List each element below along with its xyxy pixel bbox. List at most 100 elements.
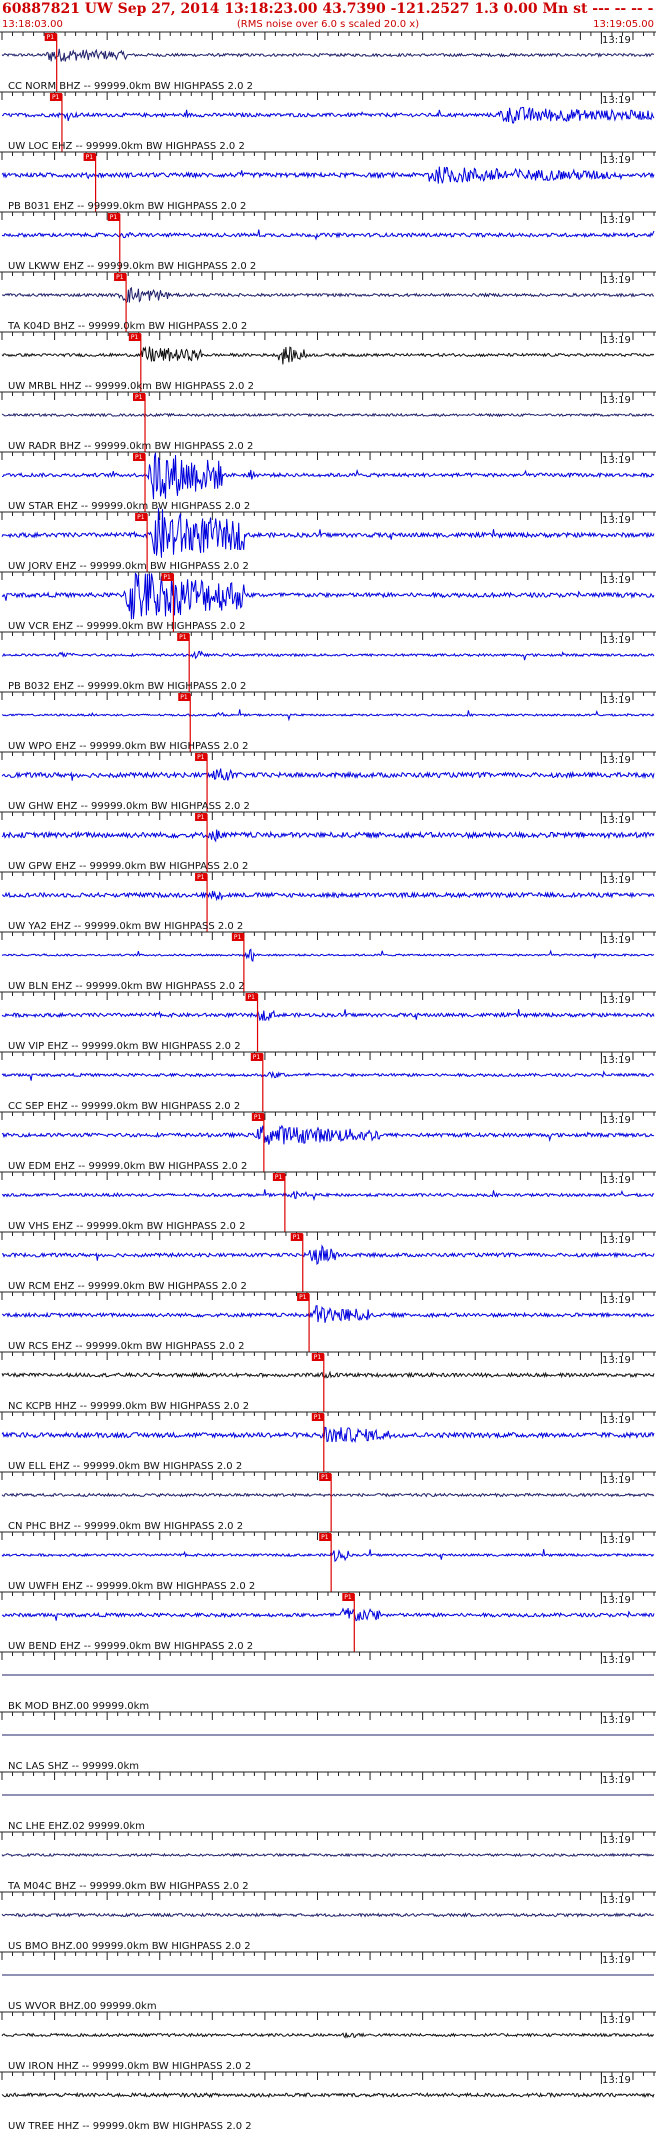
station-label: NC KCPB HHZ -- 99999.0km BW HIGHPASS 2.0… [8, 1401, 249, 1412]
trace-row: 13:19 P1 UW BEND EHZ -- 99999.0km BW HIGHP… [0, 1591, 656, 1652]
station-label: PB B032 EHZ -- 99999.0km BW HIGHPASS 2.0… [8, 681, 246, 692]
waveform [1, 106, 655, 124]
pick-flag [49, 93, 62, 101]
minute-label: 13:19 [602, 815, 631, 826]
station-label: PB B031 EHZ -- 99999.0km BW HIGHPASS 2.0… [8, 201, 246, 212]
waveform [1, 2091, 655, 2099]
pick-flag [135, 513, 148, 521]
pick-label: P1 [179, 634, 187, 641]
waveform [1, 1189, 655, 1202]
station-label: UW UWFH EHZ -- 99999.0km BW HIGHPASS 2.0… [8, 1581, 255, 1592]
station-label: UW LKWW EHZ -- 99999.0km BW HIGHPASS 2.0… [8, 261, 256, 272]
trace-row: 13:19 P1 UW WPO EHZ -- 99999.0km BW HIGHPA… [0, 691, 656, 752]
station-label: UW VHS EHZ -- 99999.0km BW HIGHPASS 2.0 … [8, 1221, 245, 1232]
pick-flag [290, 1233, 303, 1241]
minute-label: 13:19 [602, 1595, 631, 1606]
minute-label: 13:19 [602, 1415, 631, 1426]
trace-row: 13:19 P1 UW GPW EHZ -- 99999.0km BW HIGHPA… [0, 811, 656, 872]
waveform [1, 1912, 654, 1918]
waveform [1, 1492, 655, 1498]
pick-flag [195, 873, 208, 881]
pick-label: P1 [135, 454, 143, 461]
pick-label: P1 [197, 814, 205, 821]
minute-label: 13:19 [602, 635, 631, 646]
pick-label: P1 [321, 1474, 329, 1481]
pick-flag [311, 1353, 324, 1361]
pick-flag [311, 1413, 324, 1421]
trace-row: 13:19 UW TREE HHZ -- 99999.0km BW HIGHPAS… [0, 2071, 656, 2132]
pick-label: P1 [314, 1354, 322, 1361]
pick-label: P1 [110, 214, 118, 221]
minute-label: 13:19 [602, 755, 631, 766]
minute-label: 13:19 [602, 1835, 631, 1846]
pick-label: P1 [275, 1174, 283, 1181]
waveform [1, 1370, 655, 1379]
trace-row: 13:19 P1 UW RCS EHZ -- 99999.0km BW HIGHPA… [0, 1291, 656, 1352]
pick-label: P1 [137, 514, 145, 521]
trace-row: 13:19 P1 CC NORM BHZ -- 99999.0km BW HIGHP… [0, 31, 656, 92]
station-label: CC SEP EHZ -- 99999.0km BW HIGHPASS 2.0 … [8, 1101, 240, 1112]
station-label: NC LAS SHZ -- 99999.0km [8, 1761, 139, 1772]
minute-label: 13:19 [602, 1175, 631, 1186]
waveform [1, 890, 655, 902]
pick-label: P1 [293, 1234, 301, 1241]
station-label: UW LOC EHZ -- 99999.0km BW HIGHPASS 2.0 … [8, 141, 245, 152]
pick-flag [178, 693, 191, 701]
pick-flag [107, 213, 120, 221]
pick-label: P1 [248, 994, 256, 1001]
station-label: US BMO BHZ.00 99999.0km BW HIGHPASS 2.0 … [8, 1941, 251, 1952]
waveform [1, 1244, 655, 1266]
pick-flag [342, 1593, 355, 1601]
station-label: UW RCS EHZ -- 99999.0km BW HIGHPASS 2.0 … [8, 1341, 245, 1352]
minute-label: 13:19 [602, 215, 631, 226]
trace-row: 13:19 P1 UW YA2 EHZ -- 99999.0km BW HIGHPA… [0, 871, 656, 932]
pick-flag [319, 1533, 332, 1541]
waveform [1, 1426, 655, 1443]
pick-flag [133, 453, 146, 461]
minute-label: 13:19 [602, 935, 631, 946]
waveform [1, 412, 655, 418]
waveform [1, 166, 655, 184]
minute-label: 13:19 [602, 1295, 631, 1306]
station-label: TA M04C BHZ -- 99999.0km BW HIGHPASS 2.0… [7, 1881, 249, 1892]
pick-label: P1 [234, 934, 242, 941]
pick-flag [44, 33, 57, 41]
waveform [1, 572, 655, 620]
minute-label: 13:19 [602, 275, 631, 286]
time-bar: 13:18:03.00 (RMS noise over 6.0 s scaled… [0, 19, 656, 32]
minute-label: 13:19 [602, 335, 631, 346]
pick-label: P1 [180, 694, 188, 701]
station-label: UW MRBL HHZ -- 99999.0km BW HIGHPASS 2.0… [8, 381, 254, 392]
station-label: UW EDM EHZ -- 99999.0km BW HIGHPASS 2.0 … [8, 1161, 247, 1172]
pick-label: P1 [52, 94, 60, 101]
minute-label: 13:19 [602, 455, 631, 466]
trace-row: 13:19 P1 UW GHW EHZ -- 99999.0km BW HIGHPA… [0, 751, 656, 812]
pick-flag [251, 1113, 264, 1121]
station-label: UW YA2 EHZ -- 99999.0km BW HIGHPASS 2.0 … [8, 921, 243, 932]
end-time: 13:19:05.00 [593, 19, 654, 30]
waveform [1, 345, 655, 365]
trace-row: 13:19 P1 UW UWFH EHZ -- 99999.0km BW HIGHP… [0, 1531, 656, 1592]
pick-flag [297, 1293, 310, 1301]
trace-row: 13:19 BK MOD BHZ.00 99999.0km [0, 1651, 656, 1712]
pick-label: P1 [135, 394, 143, 401]
pick-label: P1 [197, 874, 205, 881]
trace-row: 13:19 P1 NC KCPB HHZ -- 99999.0km BW HIGHP… [0, 1351, 656, 1412]
pick-label: P1 [299, 1294, 307, 1301]
minute-label: 13:19 [602, 1475, 631, 1486]
trace-row: 13:19 UW IRON HHZ -- 99999.0km BW HIGHPAS… [0, 2011, 656, 2072]
minute-label: 13:19 [602, 1235, 631, 1246]
station-label: UW JORV EHZ -- 99999.0km BW HIGHPASS 2.0… [8, 561, 249, 572]
waveform [1, 1607, 655, 1622]
minute-label: 13:19 [602, 1775, 631, 1786]
minute-label: 13:19 [602, 2015, 631, 2026]
trace-row: 13:19 US BMO BHZ.00 99999.0km BW HIGHPASS… [0, 1891, 656, 1952]
trace-row: 13:19 P1 TA K04D BHZ -- 99999.0km BW HIGHP… [0, 271, 656, 332]
station-label: UW GHW EHZ -- 99999.0km BW HIGHPASS 2.0 … [8, 801, 250, 812]
waveform [1, 1009, 655, 1022]
trace-row: 13:19 P1 UW ELL EHZ -- 99999.0km BW HIGHPA… [0, 1411, 656, 1472]
trace-row: 13:19 NC LHE EHZ.02 99999.0km [0, 1771, 656, 1832]
minute-label: 13:19 [602, 1955, 631, 1966]
waveform [1, 1305, 655, 1323]
pick-label: P1 [314, 1414, 322, 1421]
